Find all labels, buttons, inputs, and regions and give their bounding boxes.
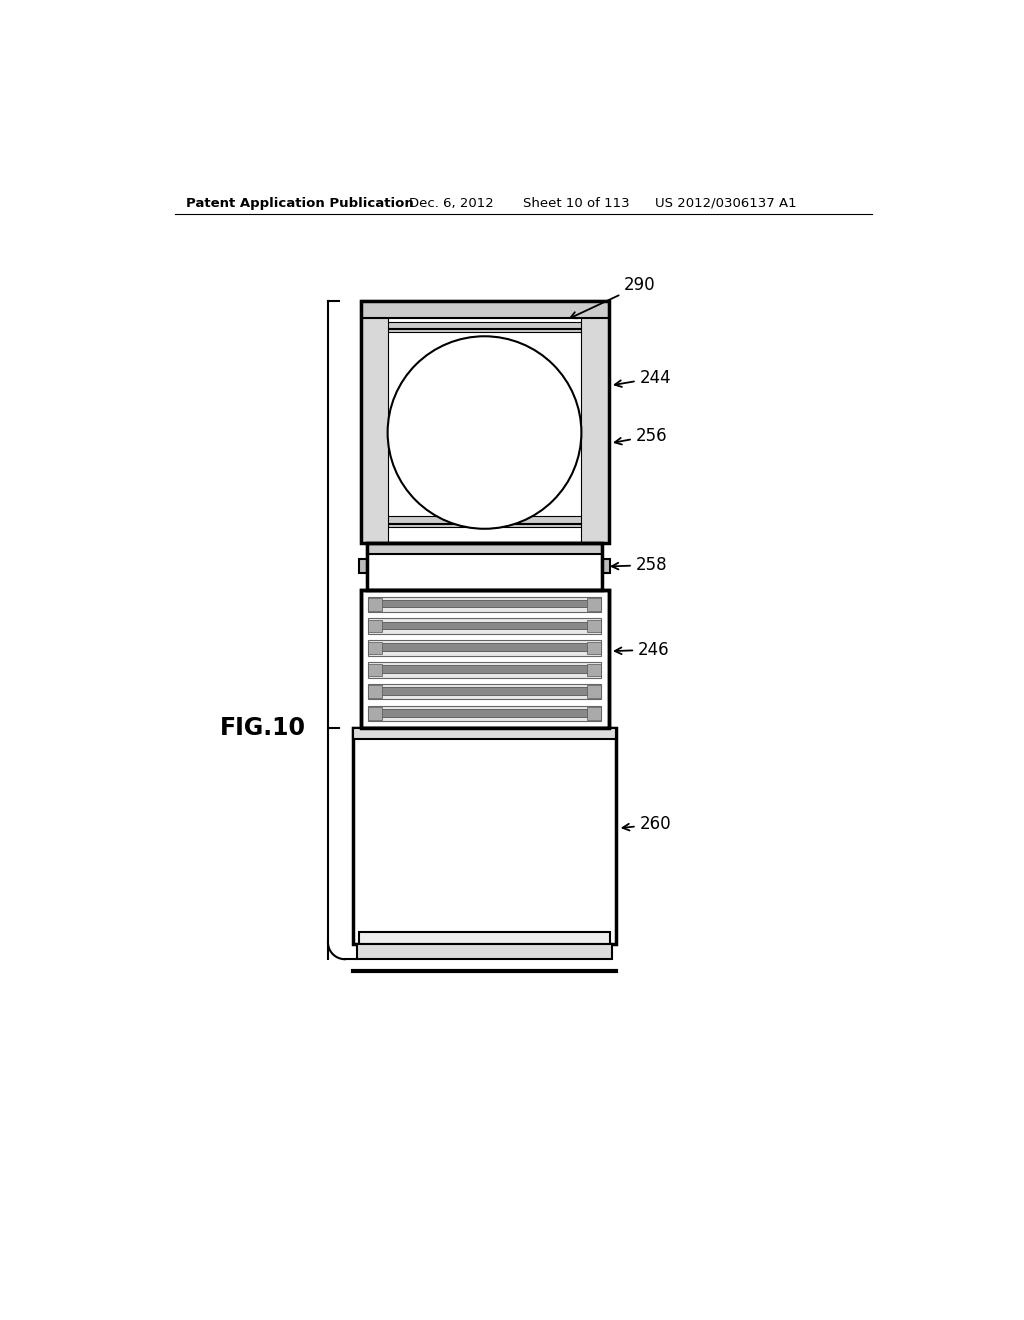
Bar: [356, 944, 612, 960]
Bar: [369, 597, 601, 612]
Text: Sheet 10 of 113: Sheet 10 of 113: [523, 197, 630, 210]
Bar: [369, 642, 382, 655]
Bar: [369, 620, 382, 632]
Bar: [360, 301, 608, 544]
Bar: [582, 318, 608, 544]
Bar: [367, 544, 602, 590]
Text: 260: 260: [623, 816, 671, 833]
Bar: [360, 318, 388, 544]
Bar: [360, 590, 608, 729]
Bar: [367, 544, 602, 554]
Ellipse shape: [388, 337, 582, 529]
Text: 256: 256: [614, 426, 668, 445]
Bar: [352, 729, 616, 739]
Bar: [587, 642, 601, 655]
Bar: [369, 664, 382, 676]
Bar: [369, 684, 601, 700]
Bar: [369, 598, 382, 611]
Bar: [587, 598, 601, 611]
Bar: [602, 558, 610, 573]
Bar: [359, 558, 367, 573]
Bar: [587, 708, 601, 719]
Bar: [369, 619, 601, 634]
Text: 290: 290: [570, 276, 655, 318]
Bar: [360, 301, 608, 544]
Bar: [369, 685, 382, 698]
Bar: [372, 686, 597, 694]
Bar: [587, 685, 601, 698]
Bar: [352, 729, 616, 944]
Text: 244: 244: [614, 368, 671, 387]
Bar: [372, 643, 597, 651]
Text: FIG.10: FIG.10: [219, 717, 305, 741]
Bar: [587, 620, 601, 632]
Bar: [360, 590, 608, 729]
Bar: [372, 709, 597, 717]
Bar: [369, 708, 382, 719]
Bar: [360, 322, 608, 327]
Bar: [359, 932, 610, 944]
Bar: [360, 301, 608, 318]
Bar: [360, 330, 608, 333]
Text: 246: 246: [614, 640, 670, 659]
Bar: [369, 663, 601, 677]
Text: US 2012/0306137 A1: US 2012/0306137 A1: [655, 197, 797, 210]
Bar: [372, 665, 597, 673]
Bar: [367, 544, 602, 590]
Text: Patent Application Publication: Patent Application Publication: [186, 197, 414, 210]
Bar: [360, 516, 608, 523]
Bar: [587, 664, 601, 676]
Bar: [369, 706, 601, 721]
Bar: [369, 640, 601, 656]
Bar: [372, 599, 597, 607]
Text: 258: 258: [611, 556, 668, 574]
Text: Dec. 6, 2012: Dec. 6, 2012: [410, 197, 494, 210]
Bar: [372, 622, 597, 630]
Bar: [360, 524, 608, 527]
